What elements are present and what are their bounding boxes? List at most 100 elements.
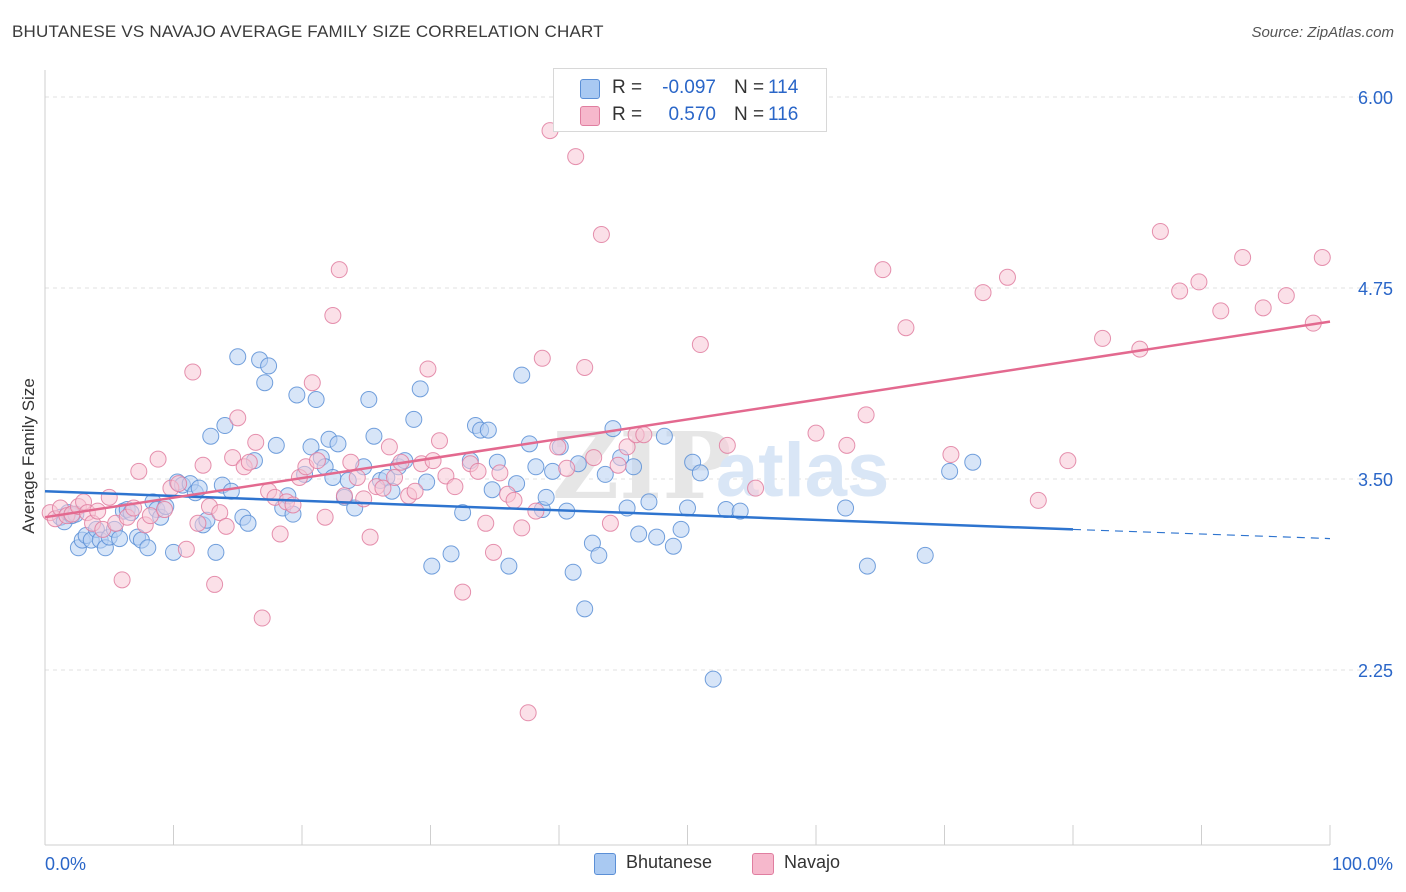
legend-swatch-navajo xyxy=(580,106,600,126)
data-point-navajo xyxy=(897,319,915,337)
data-point-navajo xyxy=(316,508,334,526)
data-point-bhutanese xyxy=(916,546,934,564)
data-point-bhutanese xyxy=(454,504,472,522)
data-point-navajo xyxy=(747,479,765,497)
data-point-bhutanese xyxy=(590,546,608,564)
x-tick-label: 100.0% xyxy=(1332,854,1393,874)
data-point-navajo xyxy=(1059,452,1077,470)
data-point-navajo xyxy=(253,609,271,627)
legend-swatch-bhutanese xyxy=(594,853,616,875)
data-point-navajo xyxy=(513,519,531,537)
data-point-navajo xyxy=(505,491,523,509)
data-point-navajo xyxy=(454,583,472,601)
data-point-navajo xyxy=(585,449,603,467)
data-point-navajo xyxy=(527,502,545,520)
data-point-bhutanese xyxy=(513,366,531,384)
data-point-navajo xyxy=(874,261,892,279)
data-point-bhutanese xyxy=(479,421,497,439)
data-point-navajo xyxy=(211,504,229,522)
data-point-bhutanese xyxy=(418,473,436,491)
data-point-bhutanese xyxy=(648,528,666,546)
data-point-bhutanese xyxy=(679,499,696,517)
data-point-bhutanese xyxy=(202,427,220,445)
data-point-navajo xyxy=(1151,222,1169,240)
data-point-navajo xyxy=(100,488,118,506)
data-point-bhutanese xyxy=(704,670,722,688)
data-point-navajo xyxy=(149,450,167,468)
tick-labels: 2.25 3.50 4.75 6.00 0.0% 100.0% Average Family… xyxy=(19,88,1393,874)
data-point-navajo xyxy=(324,307,342,325)
data-point-bhutanese xyxy=(664,537,682,555)
data-point-navajo xyxy=(130,462,148,480)
legend-label-bhutanese: Bhutanese xyxy=(626,852,713,872)
legend-row-bhutanese: R = -0.097 N = 114 xyxy=(554,75,826,101)
data-point-navajo xyxy=(635,426,653,444)
data-point-navajo xyxy=(838,436,856,454)
data-point-navajo xyxy=(424,452,442,470)
data-point-bhutanese xyxy=(229,348,247,366)
data-point-bhutanese xyxy=(731,502,749,520)
data-point-bhutanese xyxy=(329,435,347,453)
data-point-navajo xyxy=(1029,491,1047,509)
data-point-navajo xyxy=(691,336,709,354)
data-point-bhutanese xyxy=(858,557,876,575)
data-point-navajo xyxy=(1277,287,1295,305)
data-point-bhutanese xyxy=(564,563,582,581)
data-point-bhutanese xyxy=(655,427,673,445)
x-tick-label: 0.0% xyxy=(45,854,86,874)
data-point-navajo xyxy=(857,406,875,424)
data-point-bhutanese xyxy=(307,391,325,409)
data-point-bhutanese xyxy=(625,458,643,476)
data-point-navajo xyxy=(484,543,502,561)
data-point-navajo xyxy=(469,462,487,480)
data-point-navajo xyxy=(184,363,202,381)
data-point-navajo xyxy=(419,360,437,378)
data-point-navajo xyxy=(303,374,321,392)
data-point-navajo xyxy=(549,438,567,456)
data-point-bhutanese xyxy=(139,539,157,557)
data-point-navajo xyxy=(240,453,258,471)
data-point-navajo xyxy=(342,453,360,471)
data-point-bhutanese xyxy=(527,458,545,476)
y-tick-label: 4.75 xyxy=(1358,279,1393,299)
data-point-bhutanese xyxy=(267,436,285,454)
data-point-navajo xyxy=(308,452,326,470)
data-point-bhutanese xyxy=(256,374,274,392)
data-point-navajo xyxy=(558,459,576,477)
data-point-bhutanese xyxy=(640,493,658,511)
data-point-bhutanese xyxy=(691,464,709,482)
data-point-bhutanese xyxy=(500,557,518,575)
watermark-atlas: atlas xyxy=(716,428,889,513)
data-point-navajo xyxy=(113,571,131,589)
data-point-navajo xyxy=(519,704,537,722)
data-point-navajo xyxy=(1190,273,1208,291)
data-point-navajo xyxy=(189,514,207,532)
data-point-navajo xyxy=(1094,329,1112,347)
data-point-navajo xyxy=(974,284,992,302)
correlation-legend: R = -0.097 N = 114 R = 0.570 N = 116 xyxy=(553,68,827,132)
data-point-navajo xyxy=(718,436,736,454)
data-point-navajo xyxy=(406,482,424,500)
data-point-bhutanese xyxy=(964,453,982,471)
legend-r-value: -0.097 xyxy=(662,77,716,98)
data-point-navajo xyxy=(348,468,366,486)
data-point-navajo xyxy=(477,514,495,532)
data-point-bhutanese xyxy=(302,438,320,456)
data-point-navajo xyxy=(430,432,448,450)
chart-title: BHUTANESE VS NAVAJO AVERAGE FAMILY SIZE … xyxy=(12,22,604,41)
y-tick-label: 6.00 xyxy=(1358,88,1393,108)
trend-line-bhutanese-extrapolated xyxy=(1072,528,1331,540)
data-point-navajo xyxy=(217,517,235,535)
data-point-bhutanese xyxy=(260,357,278,375)
axes xyxy=(44,70,1331,846)
data-point-navajo xyxy=(807,424,825,442)
legend-swatch-navajo xyxy=(752,853,774,875)
data-point-navajo xyxy=(361,528,379,546)
data-point-navajo xyxy=(330,261,348,279)
data-point-bhutanese xyxy=(411,380,429,398)
data-point-navajo xyxy=(533,349,551,367)
source-label: Source: ZipAtlas.com xyxy=(1251,24,1394,41)
legend-label-navajo: Navajo xyxy=(784,852,841,872)
data-point-bhutanese xyxy=(288,386,306,404)
data-point-bhutanese xyxy=(216,417,234,435)
